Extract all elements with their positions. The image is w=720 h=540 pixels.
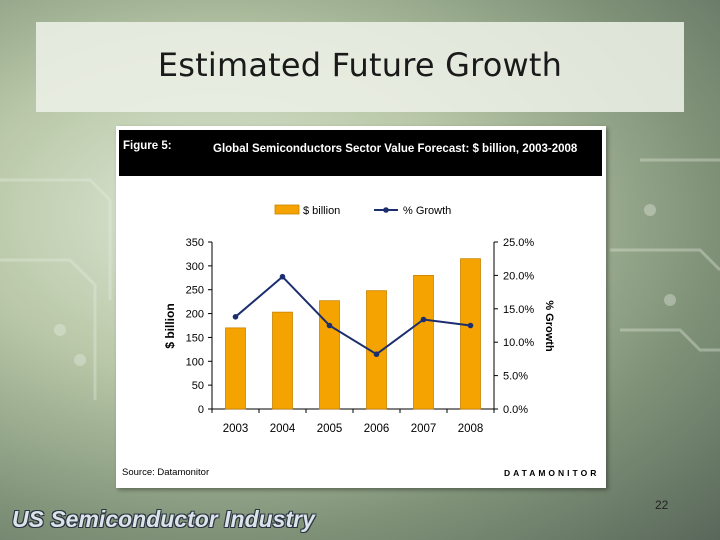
slide-title: Estimated Future Growth (157, 46, 563, 84)
growth-point (467, 322, 474, 329)
page-number: 22 (655, 498, 669, 512)
x-tick-label: 2005 (317, 423, 343, 435)
x-tick-label: 2008 (458, 423, 484, 435)
bar (225, 327, 246, 410)
growth-line (234, 275, 471, 356)
left-tick-label: 150 (186, 332, 204, 344)
title-band (36, 22, 684, 112)
x-tick-label: 2007 (411, 423, 437, 435)
figure-header: Figure 5: Global Semiconductors Sector V… (119, 130, 602, 176)
legend-swatch-point (383, 207, 389, 213)
legend-label-bar: $ billion (303, 205, 340, 217)
bar (272, 311, 293, 410)
bar (366, 290, 387, 410)
publisher-mark: DATAMONITOR (504, 468, 600, 478)
left-tick-label: 300 (186, 261, 204, 273)
y-axis-label: $ billion (163, 303, 177, 348)
x-tick-label: 2003 (223, 423, 249, 435)
legend-swatch-bar (274, 204, 300, 215)
x-tick-label: 2004 (270, 423, 296, 435)
footer-brand: US Semiconductor Industry (12, 506, 315, 532)
figure-label: Figure 5: (123, 140, 172, 152)
figure-caption: Global Semiconductors Sector Value Forec… (213, 143, 578, 155)
y-axis-right-label: % Growth (543, 300, 555, 352)
left-tick-label: 350 (186, 237, 204, 249)
right-tick-label: 25.0% (503, 237, 534, 249)
right-tick-label: 5.0% (503, 371, 528, 383)
right-tick-label: 20.0% (503, 270, 534, 282)
bar (460, 258, 481, 410)
growth-point (420, 316, 427, 323)
growth-point (279, 273, 286, 280)
right-tick-label: 15.0% (503, 304, 534, 316)
left-tick-label: 250 (186, 285, 204, 297)
legend-label-line: % Growth (403, 205, 451, 217)
right-tick-label: 10.0% (503, 337, 534, 349)
growth-point (232, 314, 239, 320)
left-tick-label: 0 (198, 404, 204, 416)
source-note: Source: Datamonitor (122, 467, 210, 478)
figure-card (116, 126, 606, 488)
growth-point (326, 322, 333, 329)
left-tick-label: 100 (186, 356, 204, 368)
right-tick-label: 0.0% (503, 404, 528, 416)
left-tick-label: 50 (192, 380, 204, 392)
x-tick-label: 2006 (364, 423, 390, 435)
growth-point (373, 351, 380, 358)
left-tick-label: 200 (186, 309, 204, 321)
bar (413, 274, 434, 410)
